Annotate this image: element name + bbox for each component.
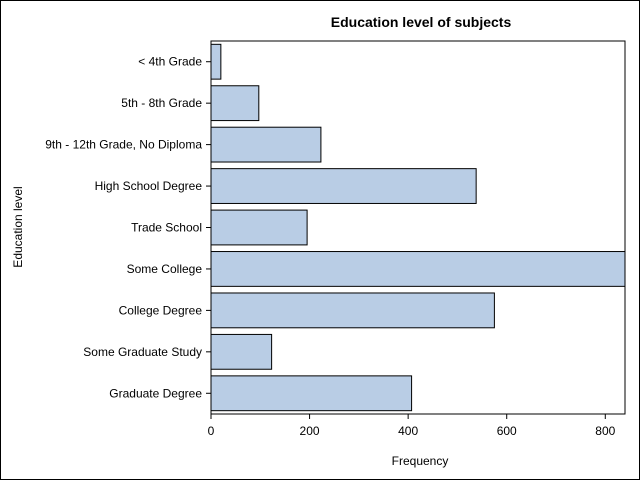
bar-4 [210, 209, 308, 246]
y-category-labels: < 4th Grade 5th - 8th Grade 9th - 12th Gra… [45, 55, 211, 400]
y-axis-label: Education level [11, 186, 25, 267]
bar-6 [210, 292, 495, 329]
y-category-label: Graduate Degree [109, 386, 202, 400]
bar-3 [210, 168, 477, 204]
x-tick-label: 200 [300, 424, 320, 438]
x-tick-label: 400 [398, 424, 418, 438]
bars-layer [210, 43, 626, 412]
y-category-label: Some College [127, 262, 203, 276]
y-category-label: < 4th Grade [138, 55, 202, 69]
y-category-label: College Degree [119, 303, 203, 317]
x-tick-label: 0 [208, 424, 215, 438]
bar-1 [210, 85, 260, 122]
y-category-label: Some Graduate Study [83, 345, 202, 359]
x-axis-label: Frequency [392, 454, 449, 468]
x-axis-ticks: 0 200 400 600 800 [208, 414, 616, 438]
y-category-label: 5th - 8th Grade [121, 96, 202, 110]
y-category-label: Trade School [131, 221, 202, 235]
bar-2 [210, 126, 322, 163]
y-category-label: 9th - 12th Grade, No Diploma [45, 138, 202, 152]
chart-title: Education level of subjects [331, 14, 512, 30]
y-category-label: High School Degree [95, 179, 203, 193]
bar-0 [210, 43, 222, 80]
bar-8 [210, 375, 413, 412]
bar-5 [210, 251, 626, 287]
x-tick-label: 800 [595, 424, 615, 438]
bar-7 [210, 333, 273, 370]
x-tick-label: 600 [497, 424, 517, 438]
